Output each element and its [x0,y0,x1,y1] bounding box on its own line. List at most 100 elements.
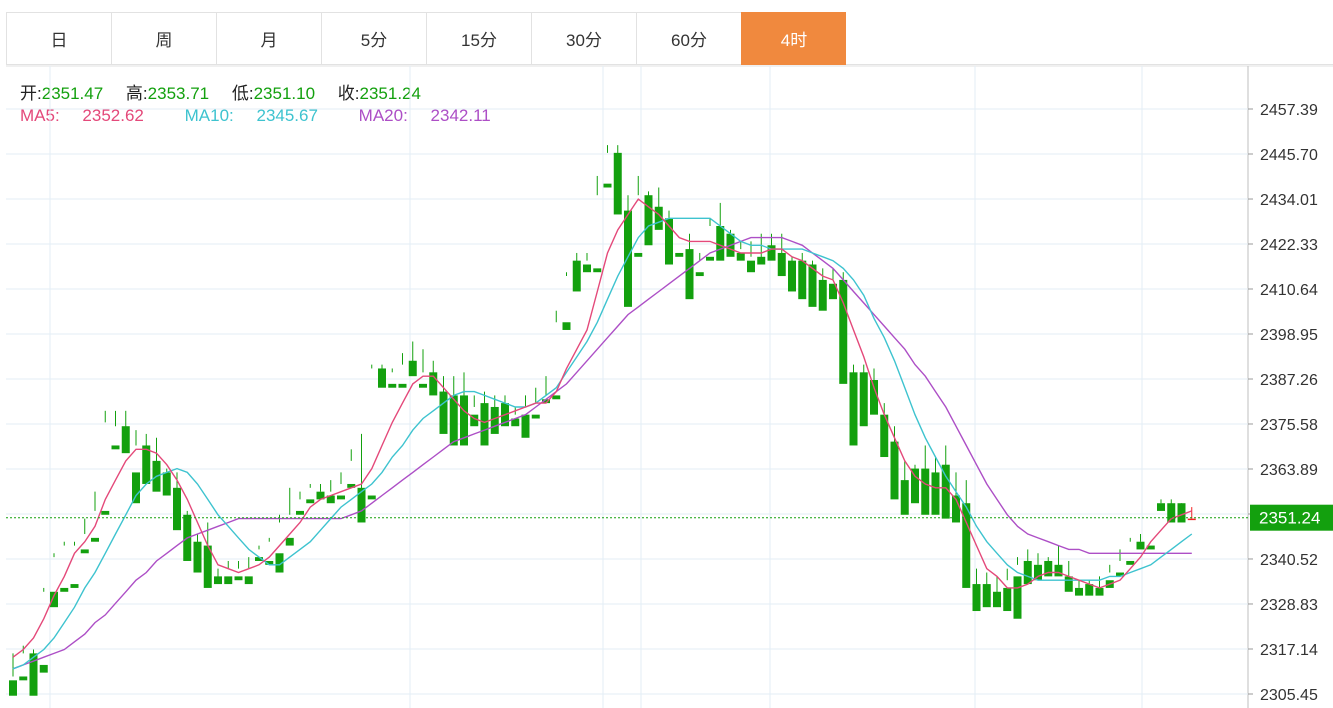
candle-body [50,591,58,608]
candle-body [511,418,520,427]
candle-body [1136,541,1145,550]
candle-body [613,152,622,215]
candle-body [952,495,960,523]
candle-body [706,256,714,261]
candle-body [1054,564,1063,577]
current-price-tag [1250,504,1333,531]
candle-body [449,395,458,446]
candle-body [39,664,48,673]
ma5-value: 2352.62 [82,106,144,125]
ma20-readout: MA20: 2342.11 [359,106,509,125]
tab-4[interactable]: 15分 [426,12,531,65]
candle-body [1034,564,1042,581]
candle-body [408,360,417,377]
candle-body [234,576,243,581]
candle-body [285,537,294,546]
candle-body [173,487,181,531]
ma20-line [12,236,1192,670]
candle-body [337,495,345,500]
candle-body [470,414,479,427]
tab-1[interactable]: 周 [111,12,216,65]
candle-body [982,584,991,608]
candle-body [224,576,233,585]
candle-body [972,584,981,612]
candle-body [203,545,212,588]
candle-body [1095,587,1104,596]
ma5-line [12,198,1193,658]
candle-body [818,279,827,311]
candle-body [685,249,694,300]
tab-0[interactable]: 日 [6,12,111,65]
candle-body [531,414,540,419]
candle-body [767,245,776,261]
tab-3[interactable]: 5分 [321,12,426,65]
candle-body [29,653,38,696]
candle-body [1126,560,1135,565]
candle-body [398,383,407,388]
candle-body [296,510,304,515]
y-tick-label: 2457.39 [1260,102,1318,119]
candle-body [1003,587,1012,612]
candle-body [419,383,427,388]
current-price-label: 2351.24 [1259,509,1320,528]
candle-body [993,591,1001,608]
candle-body [634,252,643,257]
tab-7[interactable]: 4时 [741,12,846,65]
candle-body [624,210,632,307]
low-value: 2351.10 [253,84,316,103]
candle-body [1044,560,1053,577]
candle-body [316,491,325,500]
tab-5[interactable]: 30分 [531,12,636,65]
candle-body [736,252,745,261]
candle-body [839,279,848,384]
candle-body [275,553,284,573]
candle-body [757,256,766,265]
candle-body [911,468,919,504]
ma10-line [12,217,1193,670]
candle-body [665,218,673,265]
y-tick-label: 2328.83 [1260,597,1318,614]
tab-6[interactable]: 60分 [636,12,741,65]
candle-body [1064,576,1073,592]
candle-body [357,487,366,523]
candle-body [9,680,17,696]
candle-body [439,391,448,434]
candle-body [747,260,755,273]
candle-body [326,495,335,504]
y-tick-label: 2398.95 [1260,327,1318,344]
ma10-readout: MA10: 2345.67 [185,106,336,125]
candle-body [265,560,274,565]
candle-body [1167,503,1176,523]
candle-body [644,195,653,246]
ma10-label: MA10: [184,106,234,125]
high-value: 2353.71 [147,84,210,103]
candle-body [798,260,807,300]
ohlc-readout: 开:2351.47 高:2353.71 低:2351.10 收:2351.24 [20,79,439,104]
tab-2[interactable]: 月 [216,12,321,65]
candle-body [111,445,120,450]
low-label: 低: [231,84,254,103]
candle-body [1146,545,1155,550]
candle-body [562,322,571,330]
open-value: 2351.47 [41,84,104,103]
candle-body [880,414,889,458]
candle-body [931,472,940,515]
y-tick-label: 2445.70 [1260,147,1318,164]
candle-body [870,380,878,415]
candle-body [593,268,602,273]
candle-body [1177,503,1186,523]
candle-body [552,395,561,400]
candle-body [91,537,99,542]
y-tick-label: 2363.89 [1260,462,1318,479]
candle-body [214,576,222,585]
candle-body [460,395,468,446]
candle-body [162,472,171,496]
candle-body [101,510,110,515]
candle-body [1116,572,1124,577]
y-tick-label: 2317.14 [1260,642,1318,659]
candle-body [1085,584,1094,596]
candle-body [306,499,315,504]
candle-body [60,587,69,592]
candle-body [542,399,550,404]
